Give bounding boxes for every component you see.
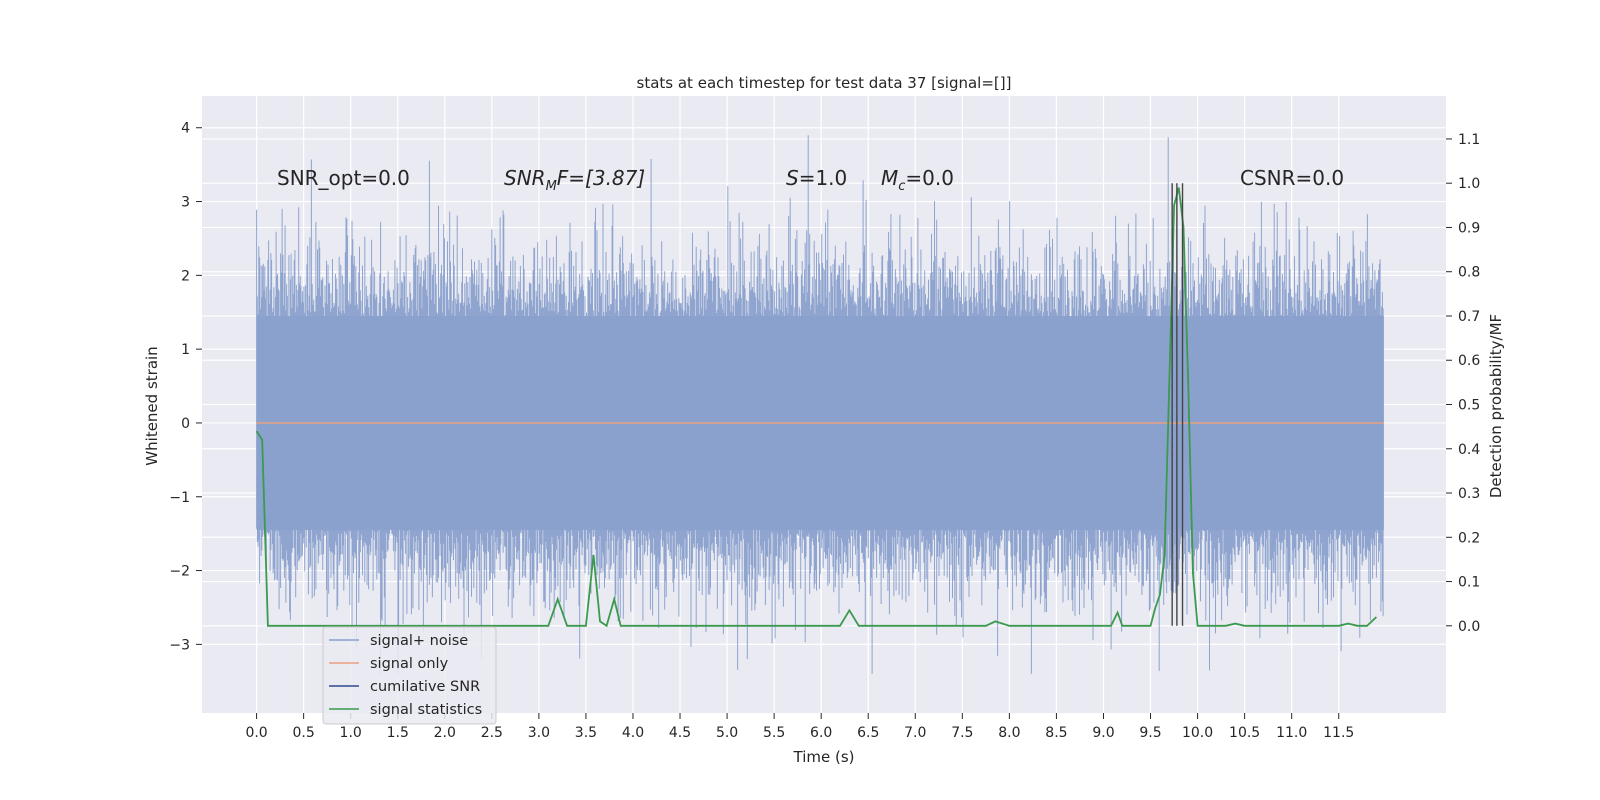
signal-statistics-series <box>255 187 1378 628</box>
x-tick-label: 5.5 <box>763 725 785 741</box>
y-tick-label: 4 <box>181 121 190 137</box>
y-tick-label: 1 <box>181 342 190 358</box>
y-tick-label: −1 <box>169 490 190 506</box>
y-right-tick-label: 0.8 <box>1458 265 1480 281</box>
y-right-tick-label: 0.5 <box>1458 398 1480 414</box>
signal-statistics-line <box>255 187 1378 628</box>
y-right-tick-label: 0.2 <box>1458 530 1480 546</box>
legend-label-signal-only: signal only <box>370 656 449 672</box>
x-tick-label: 8.5 <box>1045 725 1067 741</box>
snr-opt-annotation: SNR_opt=0.0 <box>277 166 410 190</box>
chart-title: stats at each timestep for test data 37 … <box>637 74 1012 92</box>
y-axis-label: Whitened strain <box>143 346 161 465</box>
legend-label-cumulative-snr: cumilative SNR <box>370 679 480 695</box>
y-right-tick-label: 0.4 <box>1458 442 1480 458</box>
x-tick-label: 6.5 <box>857 725 879 741</box>
x-tick-label: 5.0 <box>716 725 738 741</box>
y-right-tick-label: 0.7 <box>1458 309 1480 325</box>
x-tick-label: 3.5 <box>575 725 597 741</box>
y-tick-label: 0 <box>181 416 190 432</box>
y-right-tick-label: 0.1 <box>1458 575 1480 591</box>
x-tick-label: 4.5 <box>669 725 691 741</box>
x-tick-label: 11.0 <box>1276 725 1307 741</box>
y-right-tick-label: 1.1 <box>1458 132 1480 148</box>
y-right-tick-label: 0.0 <box>1458 619 1480 635</box>
y-ticks-left: 4 3 2 1 0 −1 −2 −3 <box>169 121 202 653</box>
noise-trace <box>256 135 1384 674</box>
vertical-markers <box>1171 183 1184 626</box>
y-axis-label-right: Detection probability/MF <box>1487 314 1505 498</box>
snr-mf-annotation: SNRMF=[3.87] <box>504 166 645 194</box>
y-tick-label: −2 <box>169 564 190 580</box>
y-right-tick-label: 1.0 <box>1458 176 1480 192</box>
x-tick-label: 4.0 <box>622 725 644 741</box>
x-tick-label: 1.5 <box>387 725 409 741</box>
x-ticks: 0.0 0.5 1.0 1.5 2.0 2.5 3.0 3.5 4.0 4.5 5.0 5.5 6.0 6… <box>245 713 1354 741</box>
y-tick-label: 3 <box>181 195 190 211</box>
x-tick-label: 3.0 <box>528 725 550 741</box>
x-tick-label: 1.0 <box>340 725 362 741</box>
x-tick-label: 0.5 <box>292 725 314 741</box>
legend-label-signal-statistics: signal statistics <box>370 702 482 718</box>
x-tick-label: 8.0 <box>998 725 1020 741</box>
legend: signal+ noise signal only cumilative SNR… <box>322 626 497 725</box>
y-right-tick-label: 0.3 <box>1458 486 1480 502</box>
x-tick-label: 9.5 <box>1139 725 1161 741</box>
x-tick-label: 10.5 <box>1229 725 1260 741</box>
x-tick-label: 2.0 <box>434 725 456 741</box>
x-tick-label: 0.0 <box>245 725 267 741</box>
mc-annotation: Mc=0.0 <box>881 166 954 194</box>
x-tick-label: 6.0 <box>810 725 832 741</box>
x-tick-label: 9.0 <box>1092 725 1114 741</box>
y-ticks-right: 1.1 1.0 0.9 0.8 0.7 0.6 0.5 0.4 0.3 0.2 0.1 0.0 <box>1446 132 1480 635</box>
csnr-annotation: CSNR=0.0 <box>1240 166 1344 190</box>
annotations: SNR_opt=0.0 SNRMF=[3.87] S=1.0 Mc=0.0 CS… <box>277 166 1344 194</box>
s-annotation: S=1.0 <box>786 166 847 190</box>
x-tick-label: 10.0 <box>1182 725 1213 741</box>
x-tick-label: 11.5 <box>1323 725 1354 741</box>
y-right-tick-label: 0.9 <box>1458 220 1480 236</box>
legend-box <box>322 626 497 725</box>
x-tick-label: 7.0 <box>904 725 926 741</box>
x-axis-label: Time (s) <box>793 748 855 766</box>
y-right-tick-label: 0.6 <box>1458 353 1480 369</box>
y-tick-label: 2 <box>181 268 190 284</box>
y-tick-label: −3 <box>169 637 190 653</box>
x-tick-label: 2.5 <box>481 725 503 741</box>
legend-label-signal-noise: signal+ noise <box>370 633 468 649</box>
x-tick-label: 7.5 <box>951 725 973 741</box>
